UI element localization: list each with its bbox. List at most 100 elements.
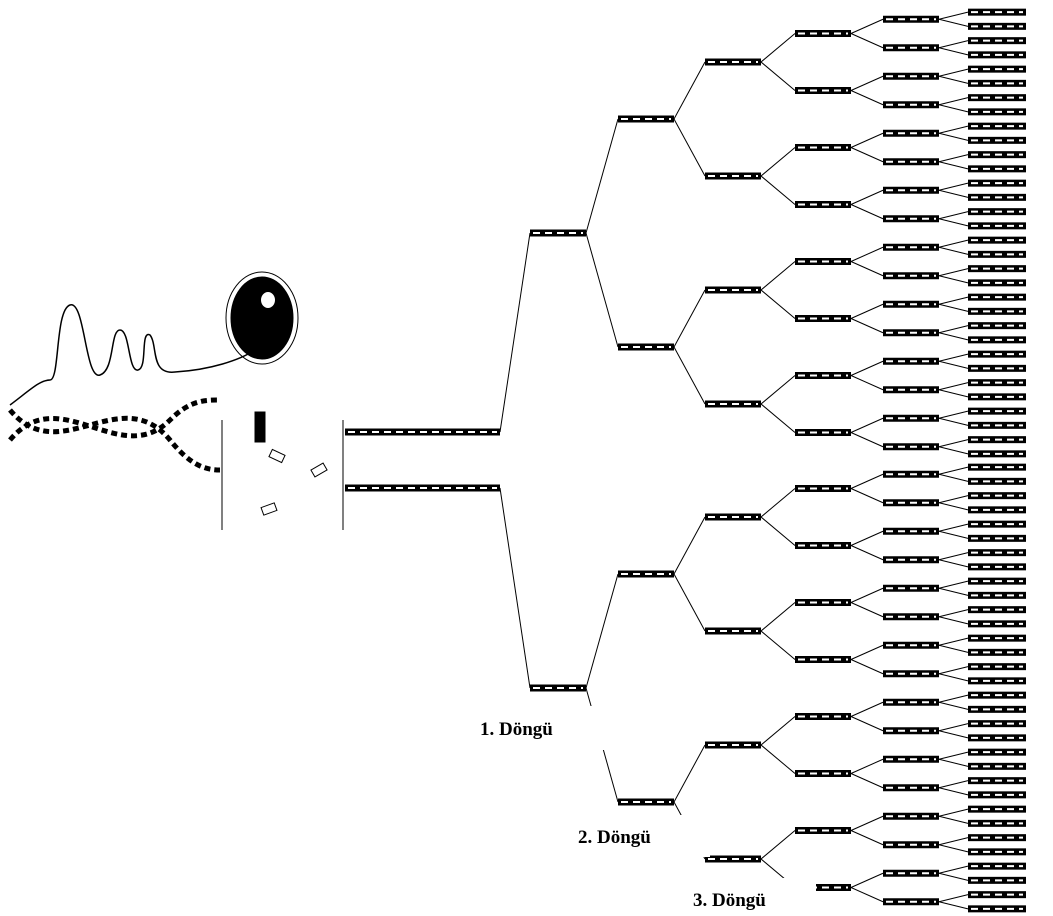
branch — [851, 603, 883, 617]
branch — [761, 290, 795, 319]
branch — [939, 759, 968, 766]
branch — [939, 19, 968, 26]
branch — [939, 69, 968, 76]
branch — [939, 126, 968, 133]
branch — [939, 588, 968, 595]
branch — [851, 531, 883, 545]
branch — [851, 376, 883, 390]
branch — [939, 41, 968, 48]
branch — [674, 347, 705, 404]
branch — [939, 240, 968, 247]
branch — [939, 503, 968, 510]
branch — [939, 610, 968, 617]
branch — [761, 404, 795, 433]
branch — [851, 205, 883, 219]
branch — [939, 531, 968, 538]
branch — [939, 724, 968, 731]
branch — [939, 276, 968, 283]
branch — [851, 546, 883, 560]
pcr-diagram: 1. Döngü 2. Döngü 3. Döngü — [0, 0, 1053, 916]
branch — [939, 866, 968, 873]
branch — [939, 133, 968, 140]
branch — [939, 304, 968, 311]
branch — [851, 717, 883, 731]
branch — [586, 119, 618, 233]
branch — [851, 888, 883, 902]
branch — [761, 489, 795, 518]
branch — [939, 638, 968, 645]
branch — [761, 745, 795, 774]
branch — [761, 376, 795, 405]
branch — [851, 418, 883, 432]
branch — [761, 517, 795, 546]
branch — [939, 76, 968, 83]
branch — [939, 98, 968, 105]
branch — [939, 731, 968, 738]
branch — [939, 617, 968, 624]
branch — [939, 667, 968, 674]
branch — [851, 831, 883, 845]
branch — [939, 816, 968, 823]
cycle-label: 3. Döngü — [693, 890, 766, 911]
branch — [761, 603, 795, 632]
branch — [674, 119, 705, 176]
cycle-labels: 1. Döngü 2. Döngü 3. Döngü — [466, 706, 816, 916]
branch — [761, 148, 795, 177]
branch — [851, 262, 883, 276]
branch — [939, 297, 968, 304]
branch — [939, 105, 968, 112]
branch — [939, 418, 968, 425]
branch — [939, 467, 968, 474]
branch — [851, 588, 883, 602]
branch — [851, 34, 883, 48]
branch — [851, 76, 883, 90]
branch — [939, 695, 968, 702]
branch — [939, 902, 968, 909]
branch — [939, 474, 968, 481]
branch — [939, 48, 968, 55]
branch — [939, 560, 968, 567]
branch — [851, 759, 883, 773]
branch — [851, 133, 883, 147]
branch — [939, 411, 968, 418]
branch — [851, 433, 883, 447]
branch — [939, 361, 968, 368]
branch — [851, 190, 883, 204]
branch — [851, 873, 883, 887]
branch — [761, 262, 795, 291]
branch — [674, 62, 705, 119]
branch — [851, 304, 883, 318]
branch — [939, 496, 968, 503]
branch — [851, 702, 883, 716]
branch — [761, 631, 795, 660]
branch — [851, 91, 883, 105]
cycle-label: 1. Döngü — [480, 719, 553, 740]
branch — [939, 333, 968, 340]
branch — [939, 354, 968, 361]
branch — [939, 809, 968, 816]
branch — [586, 574, 618, 688]
branch — [939, 645, 968, 652]
branch — [939, 190, 968, 197]
branch — [851, 774, 883, 788]
branch — [851, 816, 883, 830]
amplification-tree — [345, 9, 1026, 913]
branch — [851, 474, 883, 488]
branch — [851, 319, 883, 333]
branch — [939, 212, 968, 219]
page: 1. Döngü 2. Döngü 3. Döngü (() => { cons… — [0, 0, 1053, 916]
branch — [674, 290, 705, 347]
branch — [939, 219, 968, 226]
branch — [939, 162, 968, 169]
branch — [939, 447, 968, 454]
branch — [851, 489, 883, 503]
branch — [939, 674, 968, 681]
branch — [939, 553, 968, 560]
branch — [939, 155, 968, 162]
branch — [939, 247, 968, 254]
branch — [500, 488, 530, 688]
branch — [851, 645, 883, 659]
branch — [939, 702, 968, 709]
branch — [851, 660, 883, 674]
branch — [674, 517, 705, 574]
